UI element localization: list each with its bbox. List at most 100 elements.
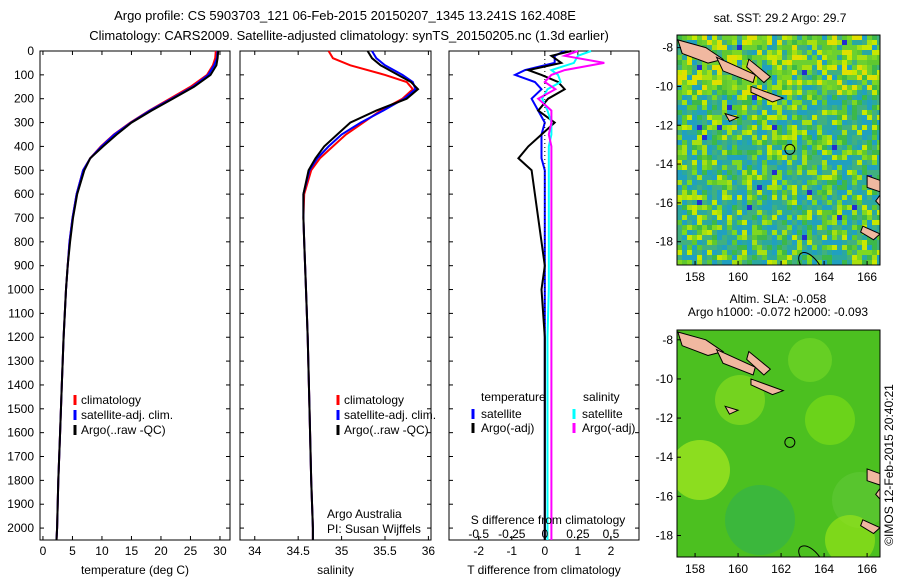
- sst-cell: [687, 95, 692, 100]
- sla-map: 158 160 162 164 166-8-10-12-14-16-18: [656, 329, 881, 576]
- sst-cell: [692, 240, 697, 245]
- sst-cell: [772, 35, 777, 40]
- sst-cell: [747, 210, 752, 215]
- sst-cell: [712, 225, 717, 230]
- sst-cell: [797, 195, 802, 200]
- sst-cell: [712, 245, 717, 250]
- sst-cell: [772, 75, 777, 80]
- sst-cell: [877, 65, 880, 70]
- sst-cell: [777, 260, 782, 265]
- sst-cell: [752, 150, 757, 155]
- sst-cell: [827, 40, 832, 45]
- sst-cell: [747, 150, 752, 155]
- sst-cell: [722, 135, 727, 140]
- sst-cell: [702, 70, 707, 75]
- s-tick-label: 0.25: [566, 527, 590, 541]
- sst-cell: [747, 205, 752, 210]
- legend-label: satellite: [582, 407, 623, 421]
- sst-cell: [682, 105, 687, 110]
- sst-cell: [772, 145, 777, 150]
- sst-cell: [837, 230, 842, 235]
- sst-cell: [817, 235, 822, 240]
- sst-cell: [697, 195, 702, 200]
- sst-cell: [692, 35, 697, 40]
- sst-cell: [772, 60, 777, 65]
- sst-cell: [802, 105, 807, 110]
- sst-cell: [717, 70, 722, 75]
- sst-cell: [717, 215, 722, 220]
- sst-cell: [797, 55, 802, 60]
- sst-cell: [752, 210, 757, 215]
- sst-cell: [752, 145, 757, 150]
- sst-cell: [847, 190, 852, 195]
- sst-cell: [852, 150, 857, 155]
- sst-cell: [722, 105, 727, 110]
- sst-cell: [847, 160, 852, 165]
- sst-cell: [817, 225, 822, 230]
- sst-cell: [817, 245, 822, 250]
- sst-cell: [767, 150, 772, 155]
- sst-cell: [802, 50, 807, 55]
- sst-cell: [782, 185, 787, 190]
- sst-cell: [717, 245, 722, 250]
- sst-cell: [812, 165, 817, 170]
- sst-cell: [717, 225, 722, 230]
- sst-cell: [822, 100, 827, 105]
- sst-cell: [862, 135, 867, 140]
- sst-cell: [837, 65, 842, 70]
- sst-cell: [797, 205, 802, 210]
- sst-cell: [837, 250, 842, 255]
- sst-map-title: sat. SST: 29.2 Argo: 29.7: [714, 11, 847, 25]
- sst-cell: [762, 40, 767, 45]
- sst-cell: [847, 115, 852, 120]
- sst-cell: [747, 260, 752, 265]
- sst-cell: [847, 250, 852, 255]
- sst-cell: [757, 245, 762, 250]
- sst-cell: [687, 35, 692, 40]
- sst-cell: [682, 100, 687, 105]
- depth-tick-label: 1700: [7, 450, 34, 464]
- sst-cell: [702, 100, 707, 105]
- sst-cell: [777, 75, 782, 80]
- sst-cell: [762, 240, 767, 245]
- temperature-panel: 0100200300400500600700800900100011001200…: [7, 44, 231, 577]
- sst-cell: [722, 175, 727, 180]
- sst-cell: [842, 235, 847, 240]
- sst-cell: [717, 250, 722, 255]
- sst-cell: [737, 260, 742, 265]
- sst-cell: [862, 190, 867, 195]
- sst-cell: [827, 235, 832, 240]
- sst-cell: [682, 90, 687, 95]
- x-tick-label: 5: [69, 544, 76, 558]
- sst-cell: [802, 115, 807, 120]
- sst-cell: [857, 165, 862, 170]
- sst-cell: [737, 170, 742, 175]
- sst-cell: [827, 50, 832, 55]
- sst-cell: [682, 250, 687, 255]
- sst-cell: [852, 135, 857, 140]
- sst-cell: [717, 95, 722, 100]
- sst-cell: [712, 150, 717, 155]
- depth-tick-label: 1900: [7, 497, 34, 511]
- sst-cell: [777, 105, 782, 110]
- sst-cell: [692, 135, 697, 140]
- sst-cell: [872, 260, 877, 265]
- sst-cell: [772, 185, 777, 190]
- sst-cell: [797, 160, 802, 165]
- sst-cell: [767, 260, 772, 265]
- sst-cell: [787, 35, 792, 40]
- sst-cell: [747, 85, 752, 90]
- sst-cell: [722, 90, 727, 95]
- sst-cell: [837, 80, 842, 85]
- sst-cell: [877, 130, 880, 135]
- sst-cell: [712, 250, 717, 255]
- sst-cell: [812, 215, 817, 220]
- sst-cell: [782, 255, 787, 260]
- sst-cell: [802, 140, 807, 145]
- sst-cell: [772, 100, 777, 105]
- sst-cell: [812, 120, 817, 125]
- sst-cell: [742, 35, 747, 40]
- sst-cell: [872, 150, 877, 155]
- sst-cell: [817, 75, 822, 80]
